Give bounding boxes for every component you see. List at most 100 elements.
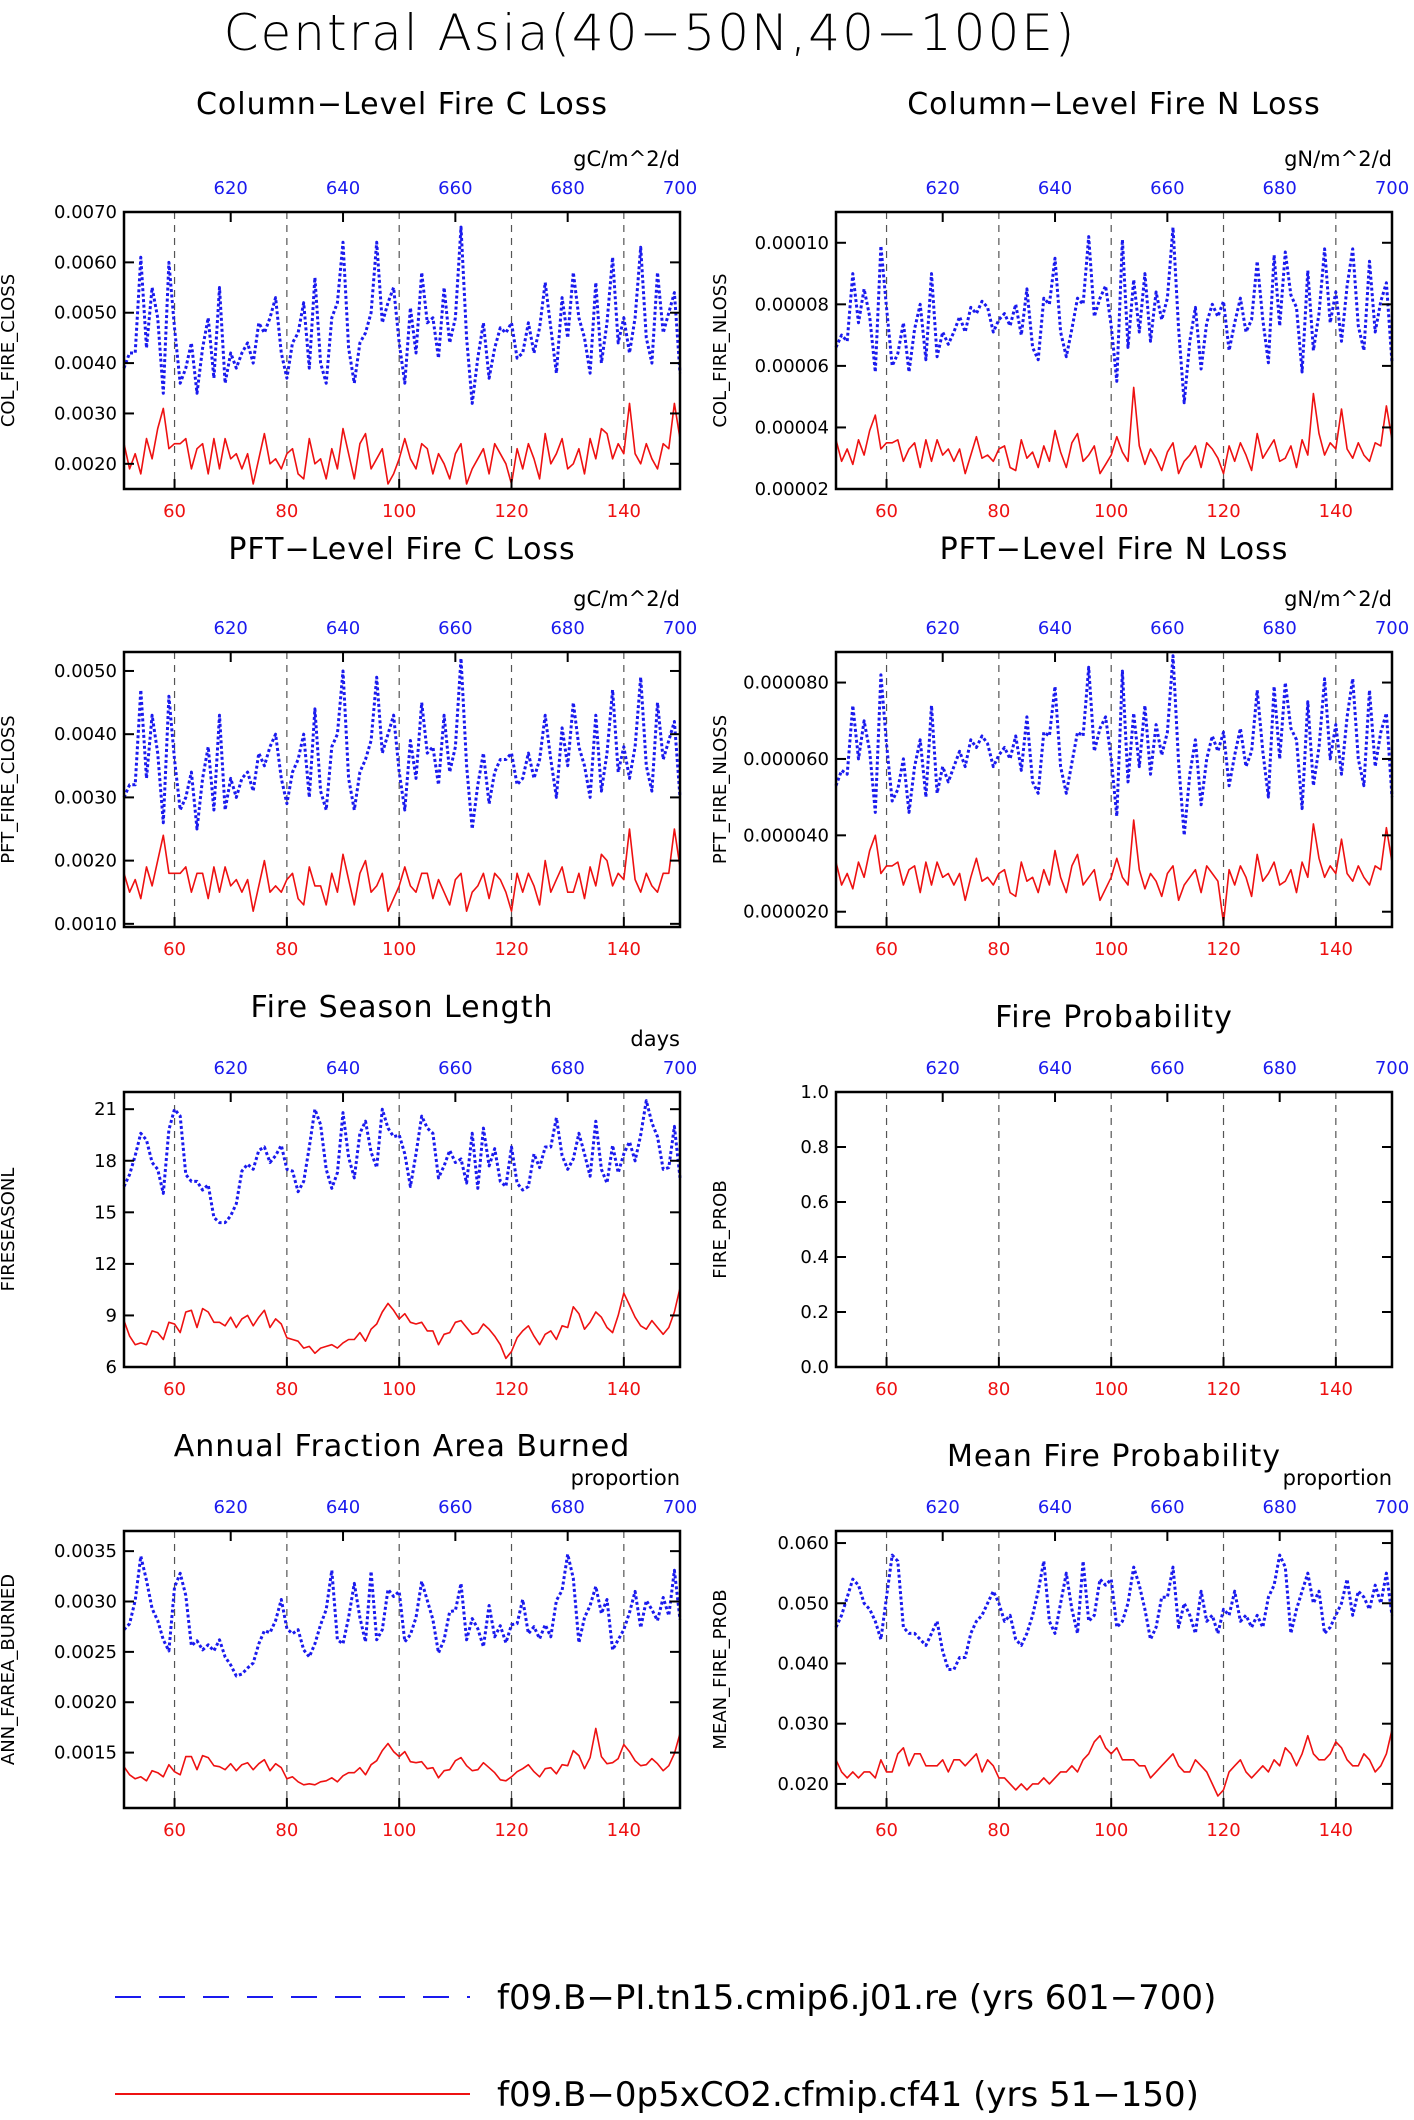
top-x-tick-label: 640 [326,178,360,199]
y-tick-label: 0.0030 [54,787,117,808]
bottom-x-tick-label: 60 [163,1379,186,1400]
bottom-x-tick-label: 140 [1319,939,1353,960]
plot-frame [122,650,682,929]
series-line-red [123,1287,681,1360]
bottom-x-tick-label: 140 [1319,1379,1353,1400]
legend-label-blue: f09.B−PI.tn15.cmip6.j01.re (yrs 601−700) [497,1978,1216,2018]
top-x-tick-label: 660 [438,1058,472,1079]
top-x-tick-label: 640 [326,618,360,639]
plot-frame [122,1529,682,1810]
top-x-tick-label: 620 [214,1058,248,1079]
bottom-x-tick-label: 100 [382,1379,416,1400]
chart-panel-3: PFT−Level Fire N Loss gN/m^2/d 0.000020 0.0… [710,532,1409,960]
y-tick-label: 0.00010 [755,233,829,254]
bottom-x-tick-label: 100 [1094,501,1128,522]
y-tick-label: 12 [94,1254,117,1275]
bottom-x-tick-label: 120 [1206,1820,1240,1841]
top-x-tick-label: 620 [926,1058,960,1079]
bottom-x-tick-label: 80 [275,1379,298,1400]
top-x-tick-label: 700 [1375,1058,1409,1079]
bottom-x-tick-label: 120 [494,501,528,522]
series-line-red [835,819,1393,925]
y-tick-label: 9 [106,1305,117,1326]
top-x-tick-label: 680 [1262,618,1296,639]
plot-frame [834,1090,1394,1369]
chart-panel-1: Column−Level Fire N Loss gN/m^2/d 0.00002 0… [710,87,1409,522]
bottom-x-tick-label: 140 [1319,1820,1353,1841]
chart-panel-4: Fire Season Length days 6 9 12 15 18 21 60 80 100 1… [0,990,697,1400]
top-x-tick-label: 700 [663,178,697,199]
y-tick-label: 0.0020 [54,1692,117,1713]
y-tick-label: 0.0040 [54,353,117,374]
top-x-tick-label: 680 [550,1058,584,1079]
top-x-tick-label: 700 [663,1497,697,1518]
bottom-x-tick-label: 100 [1094,1820,1128,1841]
y-tick-label: 0.000040 [743,825,829,846]
y-tick-label: 0.0050 [54,661,117,682]
top-x-tick-label: 640 [1038,1058,1072,1079]
y-tick-label: 0.000080 [743,673,829,694]
top-x-tick-label: 700 [663,1058,697,1079]
y-tick-label: 0.0050 [54,303,117,324]
top-x-tick-label: 660 [438,178,472,199]
panel-title: Column−Level Fire C Loss [196,87,608,122]
bottom-x-tick-label: 120 [1206,1379,1240,1400]
y-tick-label: 0.0010 [54,914,117,935]
y-tick-label: 0.2 [800,1302,829,1323]
series-line-red [835,1729,1393,1797]
chart-panel-2: PFT−Level Fire C Loss gC/m^2/d 0.0010 0.002… [0,532,697,960]
panel-title: Column−Level Fire N Loss [907,87,1321,122]
plot-frame [122,210,682,491]
bottom-x-tick-label: 120 [1206,939,1240,960]
y-axis-label: FIRE_PROB [710,1180,731,1278]
bottom-x-tick-label: 80 [275,501,298,522]
y-tick-label: 0.00004 [755,417,829,438]
bottom-x-tick-label: 80 [987,1379,1010,1400]
panel-title: PFT−Level Fire C Loss [228,532,575,567]
top-x-tick-label: 700 [1375,1497,1409,1518]
y-tick-label: 0.020 [777,1774,829,1795]
units-label: gN/m^2/d [1284,147,1392,171]
y-tick-label: 0.000060 [743,749,829,770]
y-tick-label: 0.0035 [54,1541,117,1562]
top-x-tick-label: 700 [1375,178,1409,199]
top-x-tick-label: 640 [1038,618,1072,639]
bottom-x-tick-label: 140 [607,939,641,960]
top-x-tick-label: 620 [926,1497,960,1518]
bottom-x-tick-label: 140 [1319,501,1353,522]
units-label: gC/m^2/d [573,147,680,171]
top-x-tick-label: 660 [438,1497,472,1518]
series-line-red [835,386,1393,475]
top-x-tick-label: 640 [326,1058,360,1079]
series-line-blue [122,656,682,831]
y-tick-label: 15 [94,1202,117,1223]
y-tick-label: 0.0020 [54,851,117,872]
units-label: gN/m^2/d [1284,587,1392,611]
series-line-blue [122,1099,682,1225]
top-x-tick-label: 660 [1150,1497,1184,1518]
series-line-blue [834,1553,1394,1671]
bottom-x-tick-label: 60 [875,501,898,522]
bottom-x-tick-label: 120 [494,1379,528,1400]
y-tick-label: 0.8 [800,1137,829,1158]
bottom-x-tick-label: 60 [163,501,186,522]
top-x-tick-label: 660 [1150,178,1184,199]
chart-panel-5: Fire Probability 0.0 0.2 0.4 0.6 0.8 1.0 60 80 10… [710,1000,1409,1400]
bottom-x-tick-label: 80 [275,939,298,960]
bottom-x-tick-label: 140 [607,1379,641,1400]
chart-panel-0: Column−Level Fire C Loss gC/m^2/d 0.0020 0.… [0,87,697,522]
plot-frame [122,1090,682,1369]
panel-title: Annual Fraction Area Burned [174,1429,631,1464]
y-tick-label: 0.0060 [54,252,117,273]
top-x-tick-label: 680 [550,1497,584,1518]
series-line-blue [834,654,1394,837]
y-tick-label: 0.00008 [755,294,829,315]
y-axis-label: MEAN_FIRE_PROB [710,1589,731,1749]
top-x-tick-label: 700 [663,618,697,639]
bottom-x-tick-label: 120 [494,939,528,960]
series-line-blue [122,225,682,405]
y-axis-label: PFT_FIRE_NLOSS [710,715,731,864]
